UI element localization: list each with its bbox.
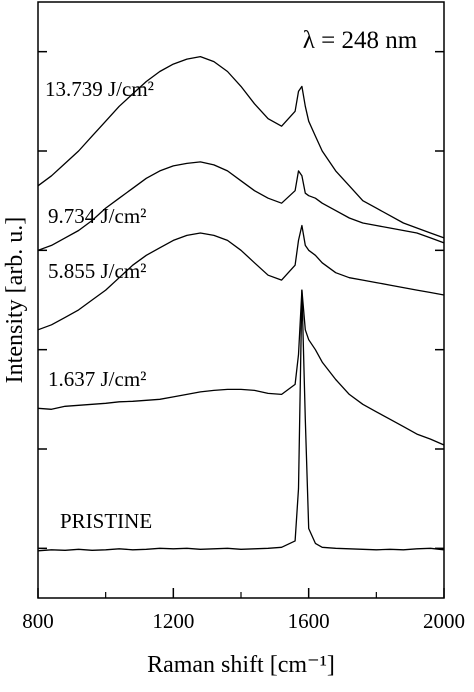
spectrum-line [37,289,445,552]
spectrum-line [37,224,445,331]
y-axis-label: Intensity [arb. u.] [2,217,28,384]
series-label: 5.855 J/cm² [48,259,146,283]
x-axis-label: Raman shift [cm⁻¹] [147,652,335,678]
spectrum-line [37,289,445,446]
x-tick-label: 2000 [423,609,465,633]
series-label: PRISTINE [60,509,152,533]
x-tick-label: 1600 [288,609,330,633]
x-tick-label: 800 [22,609,54,633]
spectrum-line [37,55,445,239]
series-label: 9.734 J/cm² [48,204,146,228]
series-label: 13.739 J/cm² [45,77,154,101]
annotation: λ = 248 nm [303,27,418,54]
series-label: 1.637 J/cm² [48,367,146,391]
x-tick-label: 1200 [152,609,194,633]
spectrum-line [37,161,445,251]
